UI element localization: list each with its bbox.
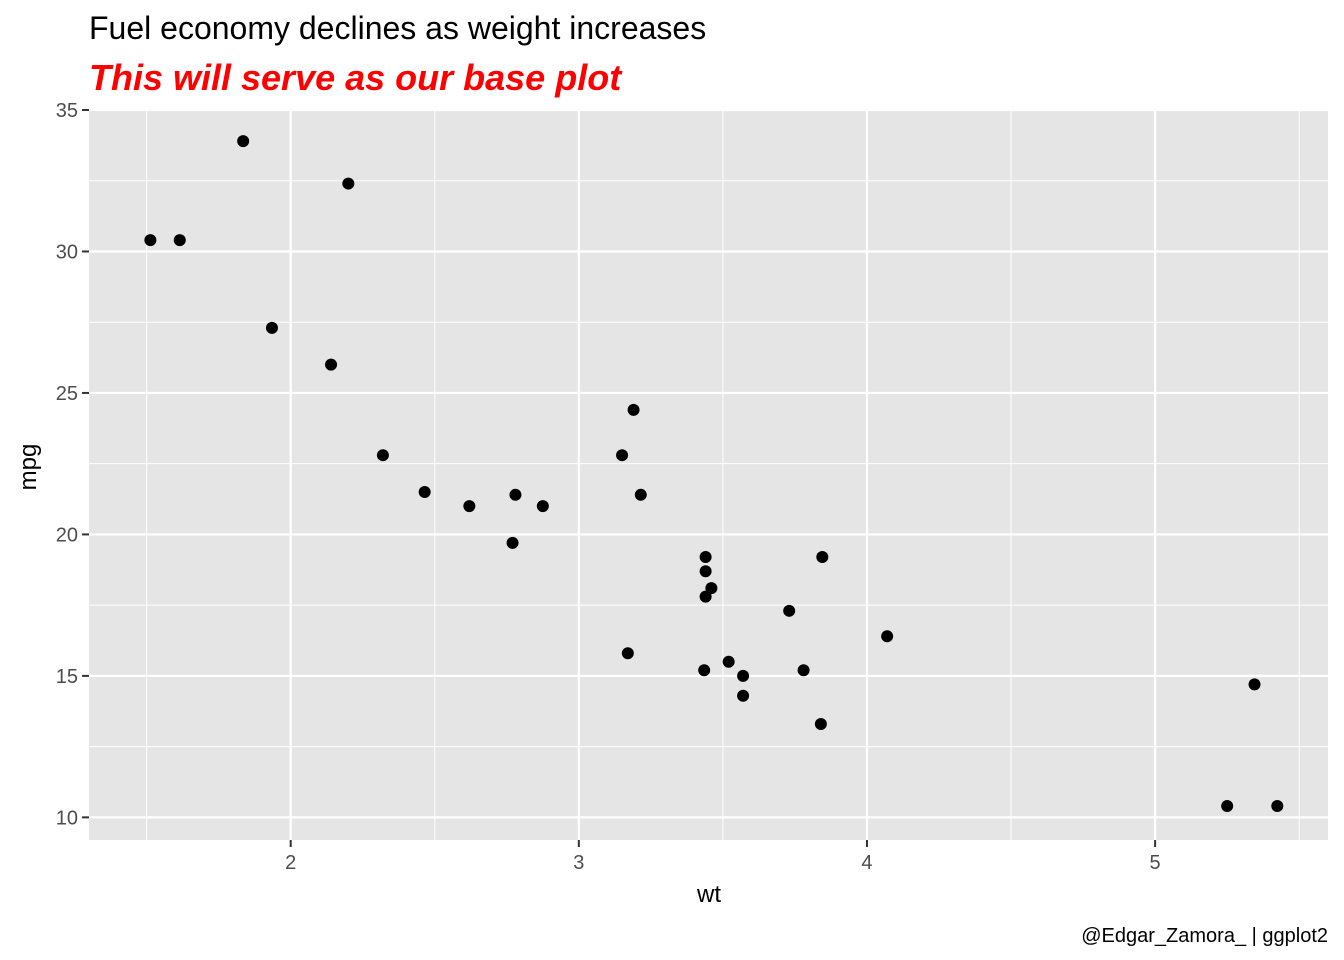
x-axis-title: wt	[696, 881, 721, 908]
major-gridlines	[89, 108, 1328, 840]
data-point	[698, 664, 711, 677]
data-point	[237, 135, 250, 148]
data-point	[463, 500, 476, 513]
data-point	[1221, 800, 1234, 813]
plot-panel	[89, 110, 1328, 840]
data-point	[144, 234, 157, 247]
data-point	[699, 565, 712, 578]
data-point	[814, 717, 827, 730]
data-points	[144, 135, 1284, 813]
data-point	[737, 669, 750, 682]
data-point	[705, 582, 718, 595]
data-point	[325, 358, 338, 371]
data-point	[783, 604, 796, 617]
data-point	[737, 689, 750, 702]
data-point	[616, 449, 629, 462]
y-axis-title: mpg	[15, 444, 42, 491]
data-point	[699, 590, 712, 603]
data-point	[265, 321, 278, 334]
y-tick-label: 25	[56, 383, 78, 405]
chart-subtitle: This will serve as our base plot	[89, 57, 623, 98]
data-point	[1271, 800, 1284, 813]
data-point	[621, 647, 634, 660]
data-point	[634, 488, 647, 501]
data-point	[418, 485, 431, 498]
data-point	[797, 664, 810, 677]
chart-caption: @Edgar_Zamora_ | ggplot2	[1081, 925, 1328, 947]
y-tick-label: 15	[56, 666, 78, 688]
data-point	[506, 536, 519, 549]
chart-title: Fuel economy declines as weight increase…	[89, 10, 706, 46]
data-point	[173, 234, 186, 247]
data-point	[376, 449, 389, 462]
y-tick-label: 20	[56, 524, 78, 546]
data-point	[699, 551, 712, 564]
data-point	[722, 655, 735, 668]
y-tick-label: 10	[56, 807, 78, 829]
data-point	[1248, 678, 1261, 691]
x-tick-label: 3	[573, 852, 584, 874]
x-tick-label: 4	[861, 852, 872, 874]
data-point	[881, 630, 894, 643]
data-point	[342, 177, 355, 190]
data-point	[627, 403, 640, 416]
minor-gridlines	[89, 110, 1328, 840]
tick-labels: 2 3 4 5 10 15 20 25 30 35	[56, 100, 1161, 874]
x-tick-label: 2	[285, 852, 296, 874]
data-point	[536, 500, 549, 513]
data-point	[816, 551, 829, 564]
y-tick-label: 35	[56, 100, 78, 122]
x-tick-label: 5	[1150, 852, 1161, 874]
data-point	[509, 488, 522, 501]
y-tick-label: 30	[56, 241, 78, 263]
axis-ticks	[82, 109, 1157, 847]
